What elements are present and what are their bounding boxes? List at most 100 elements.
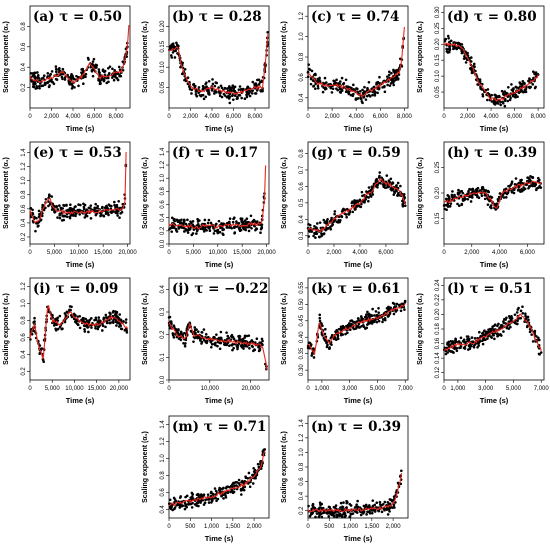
data-point xyxy=(483,329,486,332)
data-point xyxy=(77,203,80,206)
data-point xyxy=(318,76,321,80)
x-tick-label: 15,000 xyxy=(233,250,252,256)
data-point xyxy=(42,360,46,363)
data-point xyxy=(493,202,497,206)
y-tick-label: 1.4 xyxy=(21,148,27,157)
y-tick-label: 1.2 xyxy=(299,11,305,20)
data-point xyxy=(108,311,111,315)
data-point xyxy=(499,323,503,327)
data-point xyxy=(92,57,96,61)
data-point xyxy=(366,310,369,314)
y-tick-label: 0.6 xyxy=(21,333,27,342)
data-point xyxy=(253,348,257,352)
data-point xyxy=(65,310,69,314)
x-tick-label: 5,000 xyxy=(186,250,202,256)
data-point xyxy=(222,233,225,237)
data-point xyxy=(329,228,333,231)
data-point xyxy=(252,218,256,222)
x-tick-label: 6,000 xyxy=(226,114,242,120)
y-tick-label: 0.20 xyxy=(160,20,166,32)
data-point xyxy=(251,482,255,485)
data-point xyxy=(250,226,253,230)
data-point xyxy=(373,92,377,96)
data-point xyxy=(316,87,320,90)
y-tick-label: 1.0 xyxy=(299,448,305,457)
data-point xyxy=(333,506,337,510)
data-point xyxy=(112,210,115,213)
x-axis-label: Time (s) xyxy=(344,396,373,405)
data-point xyxy=(92,68,95,72)
x-axis-label: Time (s) xyxy=(344,124,373,133)
data-point xyxy=(310,352,314,355)
data-point xyxy=(388,84,392,87)
data-point xyxy=(352,327,356,331)
data-point xyxy=(225,226,228,229)
data-point xyxy=(525,183,528,187)
data-point xyxy=(167,316,171,319)
data-point xyxy=(168,47,172,50)
x-tick-label: 1,000 xyxy=(314,386,330,392)
data-point xyxy=(76,75,80,79)
data-point xyxy=(198,219,201,222)
data-point xyxy=(173,56,177,59)
data-point xyxy=(256,78,259,82)
data-point xyxy=(457,204,461,208)
data-point xyxy=(35,84,38,88)
data-point xyxy=(501,101,505,105)
data-point xyxy=(241,488,245,492)
data-point xyxy=(242,480,246,484)
data-point xyxy=(116,211,119,215)
data-point xyxy=(217,219,221,223)
data-point xyxy=(381,502,385,506)
y-tick-label: 0.25 xyxy=(435,22,441,34)
data-point xyxy=(236,343,239,347)
data-point xyxy=(255,89,259,92)
data-point xyxy=(513,313,517,316)
data-point xyxy=(214,223,218,226)
x-tick-label: 4,000 xyxy=(484,114,500,120)
data-point xyxy=(205,85,208,89)
data-point xyxy=(340,89,344,92)
y-axis-label: Scaling exponent (α₁) xyxy=(281,157,288,229)
y-tick-label: 0.4 xyxy=(160,505,166,514)
data-point xyxy=(203,228,207,231)
y-tick-label: 0.25 xyxy=(435,161,441,173)
x-axis-label: Time (s) xyxy=(480,396,509,405)
data-point xyxy=(447,195,451,198)
data-point xyxy=(491,327,494,330)
data-point xyxy=(453,46,456,50)
data-point xyxy=(97,79,100,82)
data-point xyxy=(310,230,314,233)
data-point xyxy=(243,485,247,489)
data-point xyxy=(168,45,172,48)
data-point xyxy=(82,205,86,209)
y-tick-label: 0.0 xyxy=(160,239,166,248)
data-point xyxy=(71,207,74,211)
panel-n: 0 500 1,000 1,500 2,000 0.2 0.4 0.6 0.8 1.0 1.2 1.4… xyxy=(278,410,414,544)
data-point xyxy=(119,324,122,328)
data-point xyxy=(183,331,186,335)
data-point xyxy=(73,86,76,89)
data-point xyxy=(227,226,231,229)
data-point xyxy=(531,70,535,73)
data-point xyxy=(260,342,264,346)
data-point xyxy=(172,218,176,222)
data-point xyxy=(318,221,322,224)
data-point xyxy=(471,340,475,343)
data-point xyxy=(350,93,354,97)
data-point xyxy=(84,214,88,217)
data-point xyxy=(48,194,51,198)
y-tick-label: 0.8 xyxy=(160,471,166,480)
y-axis-label: Scaling exponent (α₁) xyxy=(281,431,288,503)
data-point xyxy=(480,88,484,91)
data-point xyxy=(170,322,173,326)
data-point xyxy=(35,216,38,220)
data-point xyxy=(222,486,225,490)
data-point xyxy=(317,515,321,519)
data-point xyxy=(383,500,387,504)
data-point xyxy=(375,501,379,504)
data-point xyxy=(107,66,110,70)
data-point xyxy=(76,208,80,212)
data-point xyxy=(326,343,329,347)
panel-title: (g) τ = 0.59 xyxy=(311,145,401,161)
